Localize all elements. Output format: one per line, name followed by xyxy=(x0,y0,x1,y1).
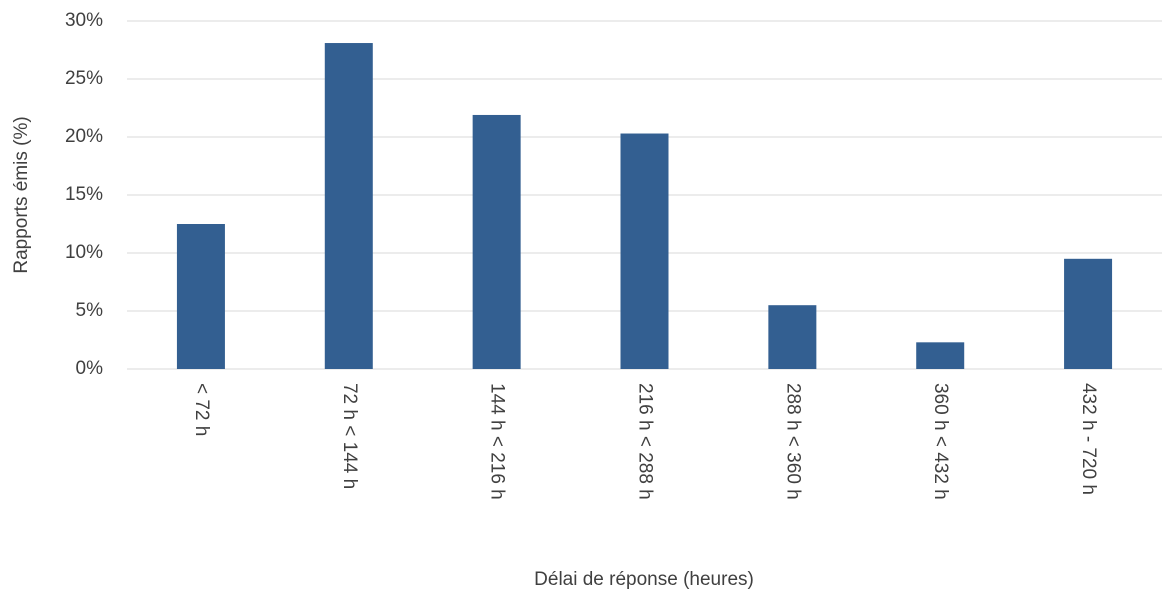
bar xyxy=(916,342,965,369)
y-axis-title: Rapports émis (%) xyxy=(11,116,32,273)
x-tick-label: 216 h < 288 h xyxy=(634,383,655,500)
y-tick-label: 10% xyxy=(65,242,103,263)
y-tick-label: 5% xyxy=(76,300,104,321)
bar xyxy=(176,224,225,369)
y-tick-label: 20% xyxy=(65,126,103,147)
y-tick-label: 30% xyxy=(65,10,103,31)
x-axis-title: Délai de réponse (heures) xyxy=(534,569,754,590)
y-tick-label: 0% xyxy=(76,358,104,379)
y-tick-label: 15% xyxy=(65,184,103,205)
bar xyxy=(768,305,817,369)
x-tick-label: 360 h < 432 h xyxy=(930,383,951,500)
x-tick-label: 432 h - 720 h xyxy=(1078,383,1099,495)
bar xyxy=(472,114,521,370)
x-tick-label: < 72 h xyxy=(191,383,212,436)
x-tick-label: 72 h < 144 h xyxy=(339,383,360,489)
x-tick-label: 288 h < 360 h xyxy=(782,383,803,500)
y-tick-label: 25% xyxy=(65,68,103,89)
bar xyxy=(324,43,373,369)
bar xyxy=(620,133,669,369)
x-tick-label: 144 h < 216 h xyxy=(487,383,508,500)
bar xyxy=(1064,258,1113,369)
